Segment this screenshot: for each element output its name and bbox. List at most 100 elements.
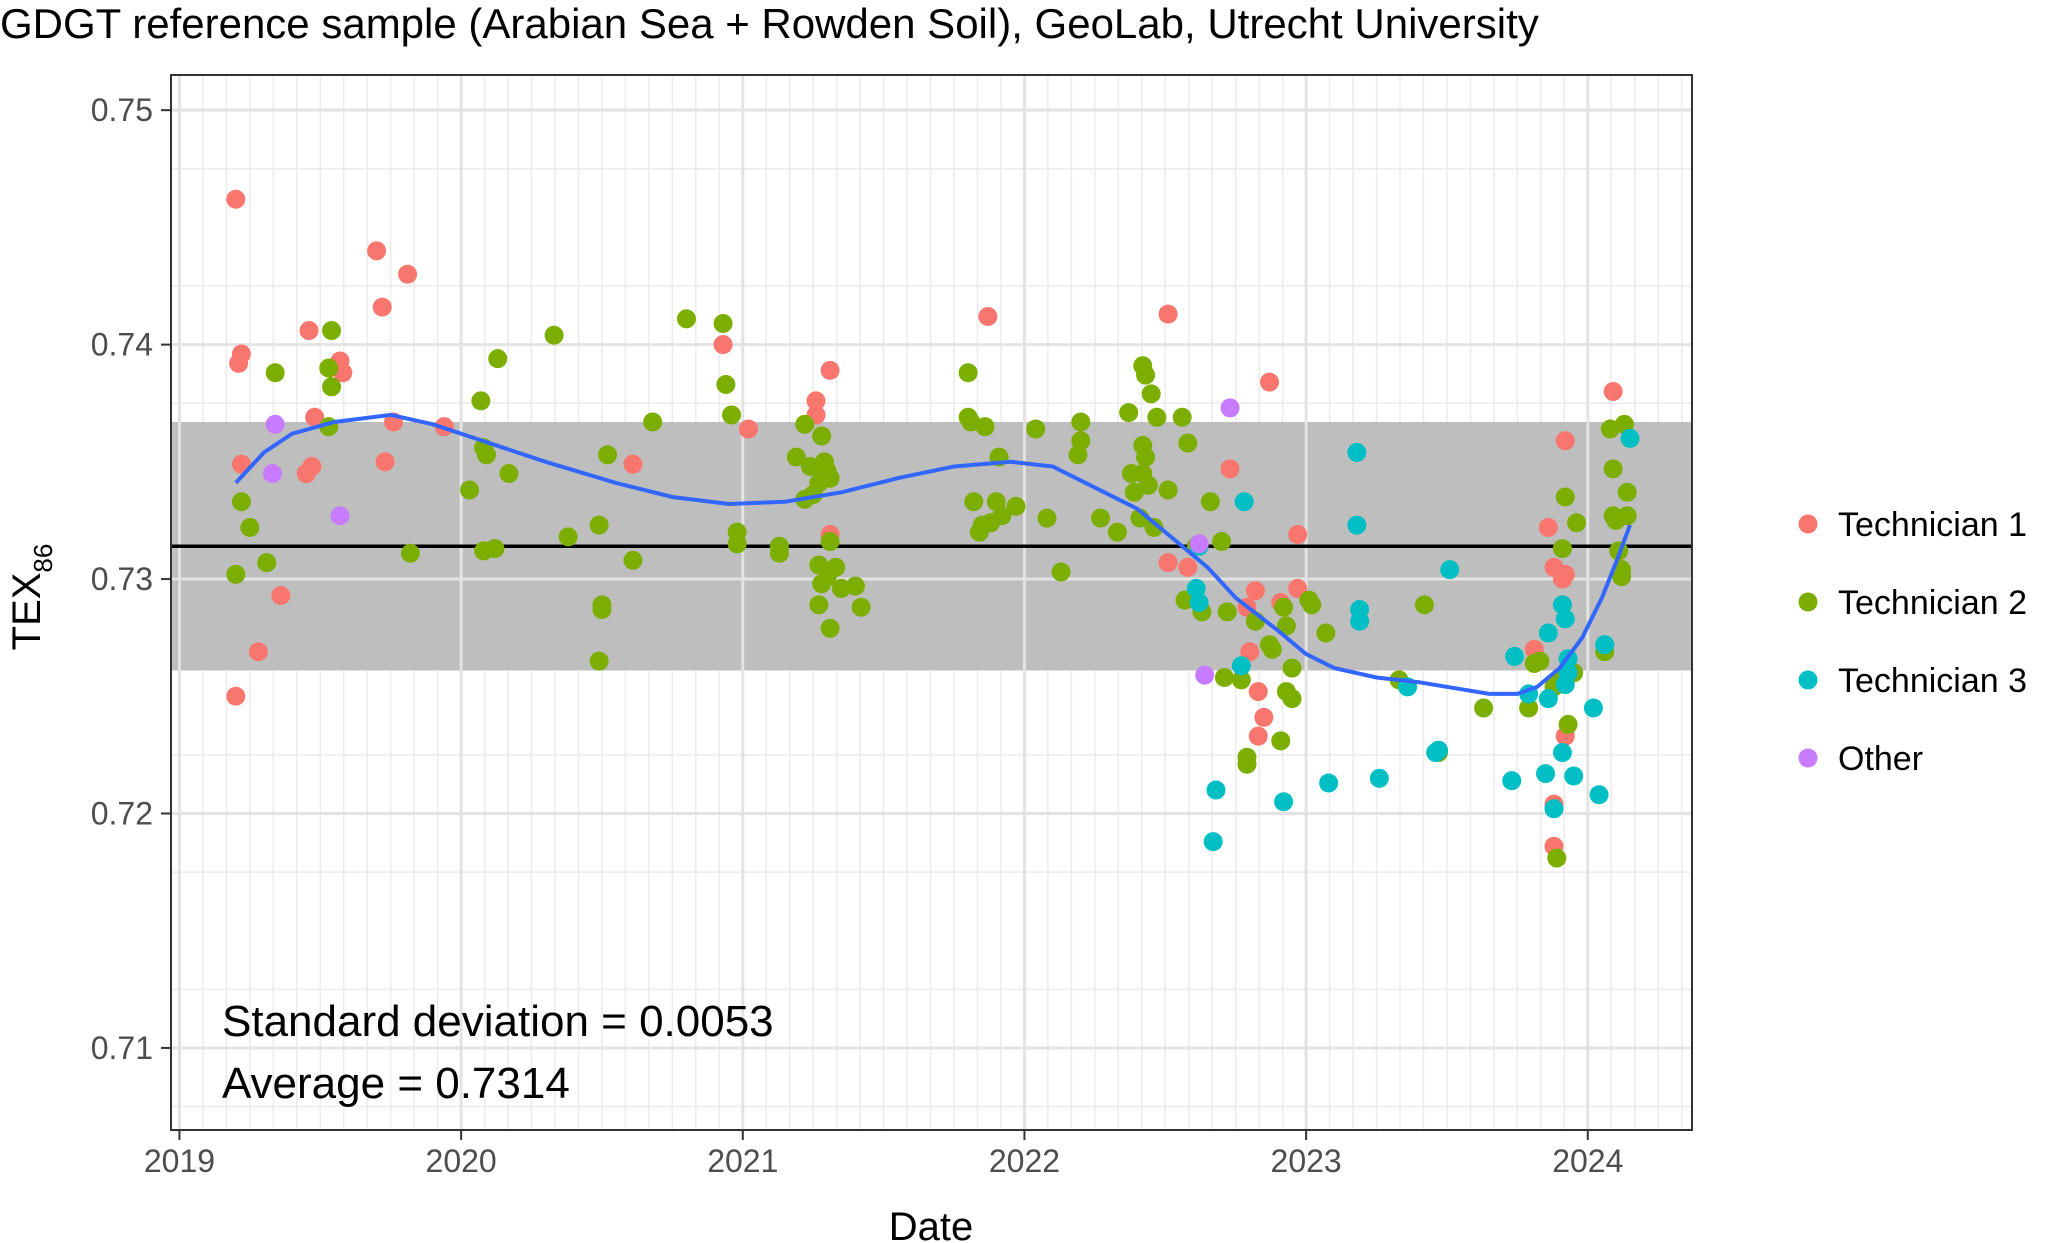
point-technician-1 bbox=[623, 454, 643, 474]
point-technician-2 bbox=[1474, 698, 1494, 718]
x-tick-label: 2023 bbox=[1271, 1143, 1342, 1179]
point-technician-1 bbox=[1158, 553, 1178, 573]
x-tick-label: 2019 bbox=[144, 1143, 215, 1179]
point-technician-3 bbox=[1347, 515, 1367, 535]
point-technician-3 bbox=[1536, 764, 1556, 784]
point-technician-2 bbox=[826, 557, 846, 577]
x-tick-label: 2024 bbox=[1552, 1143, 1623, 1179]
point-technician-2 bbox=[713, 314, 733, 334]
point-technician-1 bbox=[1260, 372, 1279, 392]
point-technician-2 bbox=[1107, 522, 1127, 542]
point-technician-2 bbox=[958, 363, 978, 383]
point-technician-2 bbox=[1552, 539, 1572, 559]
annotation-average: Average = 0.7314 bbox=[222, 1059, 570, 1108]
y-tick-label: 0.72 bbox=[91, 796, 153, 832]
legend-key-technician-1 bbox=[1798, 514, 1818, 534]
point-technician-2 bbox=[1147, 407, 1167, 427]
point-technician-3 bbox=[1505, 646, 1525, 666]
point-other bbox=[1220, 398, 1240, 418]
point-technician-3 bbox=[1347, 442, 1367, 462]
point-technician-2 bbox=[598, 445, 618, 465]
point-technician-2 bbox=[1136, 447, 1156, 467]
point-technician-2 bbox=[727, 534, 747, 554]
point-other bbox=[262, 464, 282, 484]
point-technician-1 bbox=[226, 189, 246, 209]
point-technician-1 bbox=[1288, 525, 1308, 545]
point-other bbox=[1195, 665, 1215, 685]
point-technician-2 bbox=[812, 426, 832, 446]
point-technician-3 bbox=[1620, 428, 1640, 448]
point-technician-1 bbox=[1538, 517, 1558, 537]
y-tick-label: 0.73 bbox=[91, 561, 153, 597]
point-technician-2 bbox=[1119, 403, 1139, 423]
point-technician-2 bbox=[1051, 562, 1071, 582]
point-technician-1 bbox=[820, 360, 840, 380]
point-technician-3 bbox=[1555, 675, 1575, 695]
point-technician-2 bbox=[1217, 602, 1237, 622]
x-axis-title: Date bbox=[889, 1205, 974, 1243]
legend-key-technician-2 bbox=[1798, 592, 1818, 612]
point-technician-1 bbox=[1552, 569, 1572, 589]
annotation-sd: Standard deviation = 0.0053 bbox=[222, 997, 774, 1046]
point-technician-2 bbox=[231, 492, 251, 512]
legend-label: Technician 3 bbox=[1838, 662, 2027, 700]
point-technician-2 bbox=[1214, 668, 1234, 688]
point-technician-3 bbox=[1538, 689, 1558, 709]
point-technician-2 bbox=[1274, 597, 1294, 617]
point-technician-1 bbox=[738, 419, 758, 439]
point-technician-2 bbox=[1172, 407, 1192, 427]
point-technician-1 bbox=[372, 297, 392, 317]
point-technician-1 bbox=[229, 353, 249, 373]
point-technician-2 bbox=[1282, 689, 1302, 709]
point-technician-2 bbox=[265, 363, 285, 383]
point-technician-2 bbox=[809, 595, 829, 615]
point-technician-2 bbox=[992, 506, 1012, 526]
point-technician-1 bbox=[367, 241, 387, 261]
point-technician-3 bbox=[1595, 635, 1615, 655]
point-technician-2 bbox=[1124, 482, 1144, 502]
point-technician-3 bbox=[1555, 609, 1575, 629]
point-technician-2 bbox=[1530, 651, 1550, 671]
point-technician-1 bbox=[271, 585, 291, 605]
point-technician-2 bbox=[400, 543, 420, 563]
legend-label: Technician 1 bbox=[1838, 506, 2027, 544]
point-technician-2 bbox=[851, 597, 871, 617]
point-technician-3 bbox=[1552, 743, 1572, 763]
point-other bbox=[265, 414, 285, 434]
point-technician-2 bbox=[643, 412, 663, 432]
point-technician-2 bbox=[1144, 517, 1164, 537]
axis-ticks: 2019 2020 2021 2022 2023 2024 0.71 0.72 0.73 0.74… bbox=[91, 92, 1624, 1179]
point-technician-3 bbox=[1440, 560, 1460, 580]
point-technician-1 bbox=[248, 642, 268, 662]
point-technician-2 bbox=[1136, 365, 1156, 385]
point-technician-1 bbox=[978, 306, 998, 326]
point-technician-3 bbox=[1189, 593, 1209, 612]
point-technician-3 bbox=[1564, 766, 1584, 786]
point-technician-2 bbox=[722, 405, 742, 425]
point-technician-1 bbox=[375, 452, 395, 472]
grid-major bbox=[171, 75, 1692, 1130]
point-technician-2 bbox=[769, 543, 789, 563]
y-tick-label: 0.74 bbox=[91, 327, 153, 363]
plot-panel-border bbox=[170, 74, 1693, 1131]
point-technician-2 bbox=[1231, 670, 1251, 690]
point-technician-1 bbox=[1603, 382, 1623, 401]
point-technician-2 bbox=[226, 564, 246, 584]
point-technician-2 bbox=[1271, 731, 1291, 751]
point-technician-2 bbox=[1555, 487, 1575, 507]
point-technician-1 bbox=[1178, 557, 1198, 577]
point-technician-2 bbox=[1414, 595, 1434, 615]
point-technician-3 bbox=[1206, 780, 1226, 800]
point-technician-2 bbox=[476, 445, 496, 465]
point-technician-1 bbox=[226, 686, 246, 706]
point-technician-3 bbox=[1583, 698, 1603, 718]
point-technician-2 bbox=[1262, 639, 1282, 659]
y-axis-title: TEX86 bbox=[5, 544, 58, 651]
point-technician-2 bbox=[319, 358, 339, 378]
point-technician-2 bbox=[1567, 513, 1587, 533]
point-technician-2 bbox=[795, 414, 815, 434]
point-technician-3 bbox=[1538, 623, 1558, 643]
point-technician-2 bbox=[589, 651, 609, 671]
point-technician-1 bbox=[1254, 707, 1274, 727]
